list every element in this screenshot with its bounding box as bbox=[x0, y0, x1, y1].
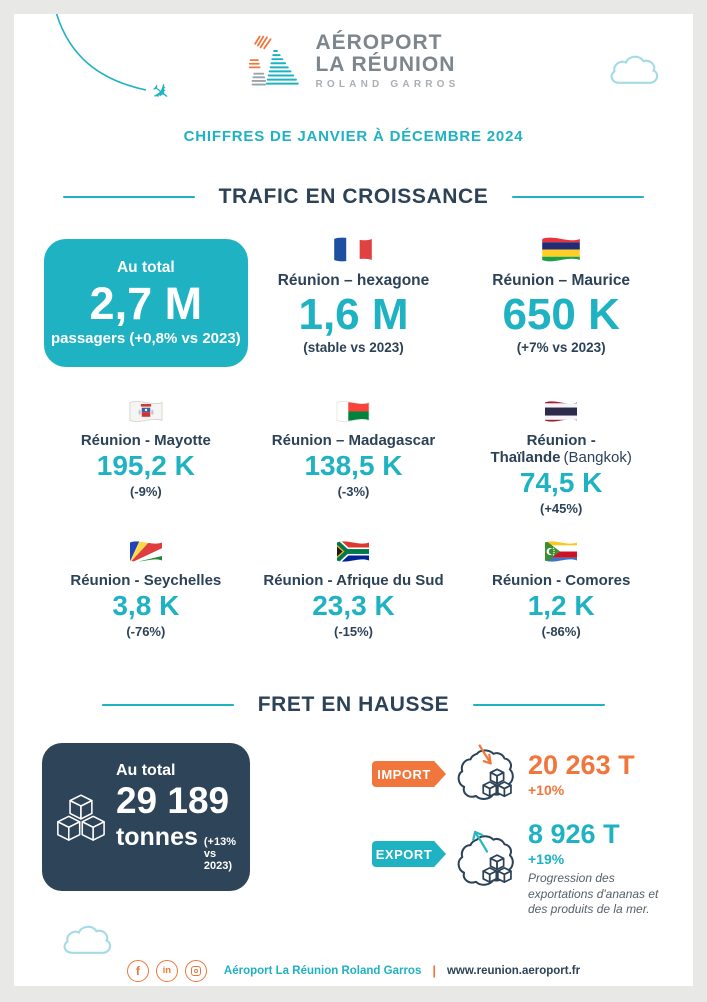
footer: f in Aéroport La Réunion Roland Garros |… bbox=[42, 959, 665, 982]
route-change: (+7% vs 2023) bbox=[516, 340, 606, 356]
total-freight-value: 29 189 bbox=[115, 780, 230, 822]
freight-section: Au total 29 189 tonnes (+13% vs 2023) IM… bbox=[42, 743, 665, 918]
route-label: Réunion – hexagone bbox=[277, 272, 430, 289]
heading-rule-right bbox=[473, 704, 606, 706]
total-passengers-card: Au total 2,7 M passagers (+0,8% vs 2023) bbox=[43, 239, 248, 367]
import-change: +10% bbox=[528, 781, 565, 798]
route-value: 138,5 K bbox=[304, 450, 403, 481]
footer-brand: Aéroport La Réunion Roland Garros bbox=[223, 964, 422, 977]
total-passengers-value: 2,7 M bbox=[89, 277, 203, 329]
airplane-trail-icon: ✈ bbox=[55, 14, 175, 108]
route-value: 74,5 K bbox=[519, 467, 603, 498]
flag-seychelles-icon bbox=[129, 539, 163, 564]
flag-mauritius-icon bbox=[541, 235, 581, 264]
route-value: 3,8 K bbox=[112, 590, 180, 621]
total-freight-change: (+13% vs 2023) bbox=[203, 835, 236, 872]
traffic-stats-grid: Au total 2,7 M passagers (+0,8% vs 2023)… bbox=[42, 235, 665, 681]
cargo-boxes-icon bbox=[57, 794, 105, 841]
logo-line2: LA RÉUNION bbox=[315, 53, 456, 76]
route-label: Réunion - Thaïlande (Bangkok) bbox=[490, 432, 632, 466]
total-freight-unit: tonnes bbox=[115, 822, 198, 851]
infographic-page: ✈ bbox=[14, 14, 693, 986]
route-value: 23,3 K bbox=[312, 590, 395, 621]
route-change: (stable vs 2023) bbox=[303, 340, 404, 356]
export-row: EXPORT bbox=[372, 819, 665, 918]
flag-thailand-icon bbox=[544, 399, 578, 424]
linkedin-icon[interactable]: in bbox=[155, 959, 178, 982]
flag-madagascar-icon bbox=[336, 399, 370, 424]
route-change: (-86%) bbox=[541, 624, 581, 640]
route-change: (-3%) bbox=[337, 484, 370, 500]
flag-france-icon bbox=[333, 235, 373, 264]
heading-rule-left bbox=[62, 196, 195, 198]
route-label: Réunion - Mayotte bbox=[80, 432, 211, 449]
export-change: +19% bbox=[528, 851, 565, 868]
route-label: Réunion - Seychelles bbox=[70, 572, 222, 589]
logo: AÉROPORT LA RÉUNION ROLAND GARROS bbox=[42, 30, 665, 92]
heading-rule-right bbox=[512, 196, 645, 198]
export-note: Progression des exportations d'ananas et… bbox=[528, 871, 659, 917]
route-card-maurice: Réunion – Maurice 650 K (+7% vs 2023) bbox=[457, 235, 665, 355]
total-passengers-sub: passagers (+0,8% vs 2023) bbox=[50, 330, 241, 348]
instagram-icon[interactable] bbox=[184, 959, 207, 982]
export-value: 8 926 T bbox=[528, 819, 620, 849]
logo-line1: AÉROPORT bbox=[315, 31, 443, 55]
route-card-comores: Réunion - Comores 1,2 K (-86%) bbox=[457, 539, 665, 639]
flag-mayotte-icon bbox=[129, 399, 163, 424]
import-value: 20 263 T bbox=[528, 749, 635, 780]
export-badge: EXPORT bbox=[372, 841, 446, 867]
route-change: (-76%) bbox=[126, 624, 166, 640]
freight-heading-text: FRET EN HAUSSE bbox=[257, 693, 450, 716]
route-change: (+45%) bbox=[540, 501, 583, 517]
facebook-icon[interactable]: f bbox=[126, 959, 149, 982]
route-value: 650 K bbox=[502, 290, 620, 339]
route-label: Réunion – Maurice bbox=[492, 272, 631, 289]
logo-line3: ROLAND GARROS bbox=[315, 78, 460, 90]
route-card-afrique-du-sud: Réunion - Afrique du Sud 23,3 K (-15%) bbox=[250, 539, 458, 639]
import-badge: IMPORT bbox=[372, 761, 446, 787]
island-export-icon bbox=[454, 827, 520, 889]
route-change: (-9%) bbox=[129, 484, 162, 500]
total-freight-card: Au total 29 189 tonnes (+13% vs 2023) bbox=[42, 743, 250, 891]
route-label: Réunion – Madagascar bbox=[271, 432, 436, 449]
route-card-mayotte: Réunion - Mayotte 195,2 K (-9%) bbox=[42, 399, 250, 499]
route-label: Réunion - Comores bbox=[491, 572, 631, 589]
traffic-heading-text: TRAFIC EN CROISSANCE bbox=[218, 185, 489, 208]
footer-website-link[interactable]: www.reunion.aeroport.fr bbox=[446, 964, 581, 977]
total-passengers-label: Au total bbox=[116, 258, 175, 276]
freight-section-heading: FRET EN HAUSSE bbox=[42, 693, 665, 717]
freight-flows: IMPORT bbox=[372, 743, 665, 918]
route-card-madagascar: Réunion – Madagascar 138,5 K (-3%) bbox=[250, 399, 458, 499]
page-subtitle: CHIFFRES DE JANVIER À DÉCEMBRE 2024 bbox=[183, 128, 524, 145]
route-value: 1,6 M bbox=[298, 290, 409, 339]
import-row: IMPORT bbox=[372, 743, 665, 805]
route-value: 195,2 K bbox=[96, 450, 195, 481]
route-label: Réunion - Afrique du Sud bbox=[263, 572, 444, 589]
route-card-thailande: Réunion - Thaïlande (Bangkok) 74,5 K (+45… bbox=[457, 399, 665, 516]
footer-divider: | bbox=[432, 963, 436, 979]
route-card-france: Réunion – hexagone 1,6 M (stable vs 2023… bbox=[250, 235, 458, 355]
logo-fan-icon bbox=[249, 35, 300, 86]
route-card-seychelles: Réunion - Seychelles 3,8 K (-76%) bbox=[42, 539, 250, 639]
route-value: 1,2 K bbox=[527, 590, 595, 621]
island-import-icon bbox=[454, 743, 520, 805]
route-change: (-15%) bbox=[333, 624, 373, 640]
heading-rule-left bbox=[101, 704, 234, 706]
flag-south-africa-icon bbox=[336, 539, 370, 564]
total-freight-label: Au total bbox=[115, 762, 176, 780]
flag-comoros-icon bbox=[544, 539, 578, 564]
traffic-section-heading: TRAFIC EN CROISSANCE bbox=[42, 185, 665, 209]
